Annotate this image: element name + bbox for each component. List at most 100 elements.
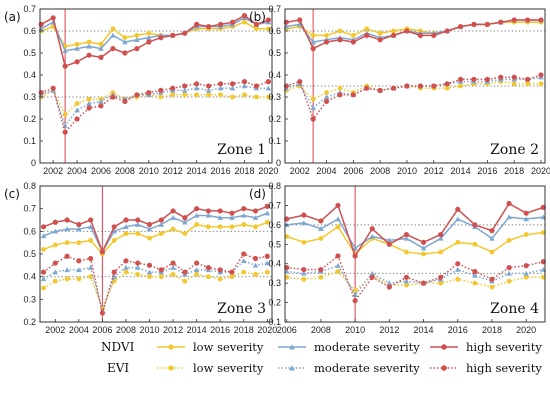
data-point xyxy=(170,32,176,39)
data-point xyxy=(417,32,423,39)
data-point xyxy=(122,35,128,40)
legend-evi-label: EVI xyxy=(107,361,129,375)
data-point xyxy=(498,19,504,25)
data-point xyxy=(229,224,235,230)
data-point xyxy=(318,236,324,241)
data-point xyxy=(241,79,248,85)
data-point xyxy=(194,222,200,227)
data-point xyxy=(158,35,164,41)
data-point xyxy=(377,37,383,43)
data-point xyxy=(511,17,517,23)
data-point xyxy=(266,26,271,32)
series-ndvi-moderate xyxy=(40,210,271,254)
data-point xyxy=(472,280,478,286)
x-tick-label: 2010 xyxy=(139,166,159,176)
x-tick-label: 2014 xyxy=(187,166,207,176)
data-point xyxy=(86,39,92,45)
x-tick-label: 2018 xyxy=(234,166,254,176)
data-point xyxy=(181,87,188,93)
data-point xyxy=(206,24,212,30)
x-tick-label: 2016 xyxy=(210,325,230,335)
data-point xyxy=(386,280,393,286)
x-tick-label: 2016 xyxy=(477,166,497,176)
y-tick-label: 0.5 xyxy=(268,48,281,58)
data-point xyxy=(99,249,106,255)
y-tick-label: 0.2 xyxy=(23,114,36,124)
data-point xyxy=(455,239,461,245)
data-point xyxy=(390,32,397,39)
data-point xyxy=(193,212,200,218)
data-point xyxy=(391,28,396,34)
data-point xyxy=(123,231,129,237)
zone-label: Zone 1 xyxy=(217,142,266,158)
data-point xyxy=(324,33,329,38)
legend-evi-moderate-text: moderate severity xyxy=(314,361,420,375)
y-tick-label: 0.4 xyxy=(23,272,36,282)
data-point xyxy=(147,235,152,241)
data-point xyxy=(523,232,529,237)
data-point xyxy=(241,206,247,212)
data-point xyxy=(252,208,259,214)
series-evi-moderate xyxy=(283,74,544,111)
data-point xyxy=(310,46,316,52)
data-point xyxy=(40,233,47,239)
data-point xyxy=(229,215,235,220)
y-tick-label: 0.5 xyxy=(268,239,281,249)
data-point xyxy=(135,217,141,223)
data-point xyxy=(193,267,200,273)
data-point xyxy=(170,208,176,214)
data-point xyxy=(41,285,46,291)
data-point xyxy=(122,98,128,104)
data-point xyxy=(158,217,164,223)
data-point xyxy=(310,39,316,45)
data-point xyxy=(377,87,383,93)
data-point xyxy=(111,228,117,234)
legend-ndvi-low-text: low severity xyxy=(193,340,264,354)
y-tick-label: 0.1 xyxy=(268,136,281,146)
data-point xyxy=(254,26,259,32)
data-point xyxy=(506,238,512,243)
legend-evi-low-text: low severity xyxy=(193,361,264,375)
data-point xyxy=(170,265,176,270)
data-point xyxy=(444,81,450,87)
data-point xyxy=(76,276,82,282)
data-point xyxy=(123,224,129,229)
data-point xyxy=(110,46,116,52)
data-point xyxy=(471,21,477,27)
data-point xyxy=(64,226,70,232)
data-point xyxy=(301,212,307,218)
data-point xyxy=(88,217,94,223)
data-point xyxy=(489,276,495,282)
data-point xyxy=(74,46,80,51)
x-tick-label: 2010 xyxy=(345,325,365,335)
y-tick-label: 0.3 xyxy=(268,278,281,288)
series-line xyxy=(286,270,544,292)
data-point xyxy=(404,28,410,34)
data-point xyxy=(335,263,341,268)
data-point xyxy=(323,94,330,100)
data-point xyxy=(472,268,478,275)
data-point xyxy=(335,224,341,230)
y-tick-label: 0.6 xyxy=(23,26,36,36)
data-point xyxy=(252,262,259,268)
data-point xyxy=(52,260,58,266)
data-point xyxy=(205,208,212,214)
data-point xyxy=(194,21,200,27)
data-point xyxy=(52,278,58,284)
data-point xyxy=(297,79,303,85)
data-point xyxy=(498,74,504,80)
data-point xyxy=(205,265,212,271)
data-point xyxy=(217,81,224,87)
panels: 2002 2004 2006 2008 2010 2012 2014 2016 2018 2020… xyxy=(4,4,550,335)
data-point xyxy=(524,76,531,82)
y-tick-label: 0.6 xyxy=(268,26,281,36)
data-point xyxy=(146,262,153,268)
data-point xyxy=(87,224,94,229)
legend: NDVI EVI low severity moderate severity … xyxy=(101,340,542,375)
data-point xyxy=(158,267,164,273)
y-tick-label: 0 xyxy=(276,158,281,168)
data-point xyxy=(444,28,450,34)
data-point xyxy=(506,200,512,207)
data-point xyxy=(206,224,211,230)
data-point xyxy=(323,98,330,104)
